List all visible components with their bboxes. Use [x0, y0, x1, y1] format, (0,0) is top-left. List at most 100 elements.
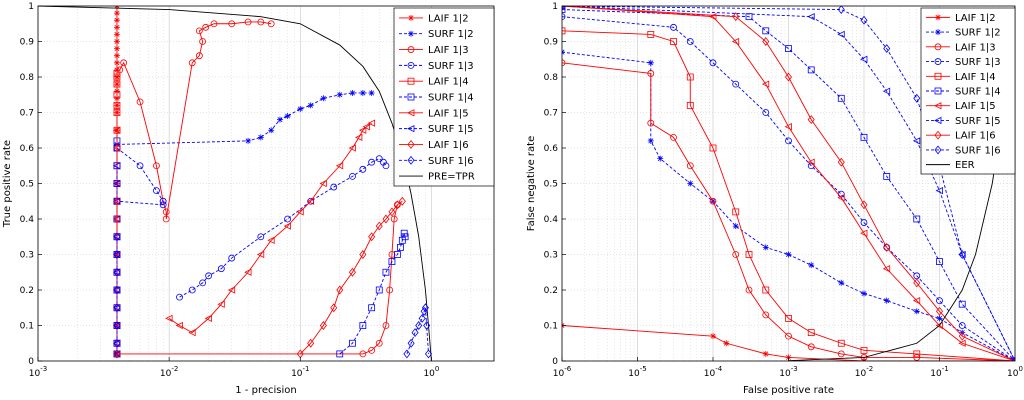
- series-laif-1-2-marker: [113, 10, 120, 17]
- legend-entry-laif-1-6: LAIF 1|6: [926, 131, 996, 142]
- x-tick-base: 10: [930, 369, 942, 379]
- series-surf-1-5-marker: [882, 87, 891, 95]
- series-laif-1-4-marker: [785, 314, 792, 322]
- series-surf-1-6-line: [562, 6, 1015, 361]
- legend-label: SURF 1|6: [955, 145, 1001, 156]
- series-laif-1-6-marker: [837, 157, 845, 167]
- series-laif-1-5-marker: [958, 339, 966, 347]
- series-segment-5: [403, 303, 433, 359]
- x-tick-base: 10: [628, 369, 640, 379]
- series-surf-1-6-marker: [113, 267, 121, 277]
- legend-marker: [935, 29, 941, 36]
- series-laif-1-3-marker: [199, 38, 207, 45]
- series-laif-1-6-marker: [958, 331, 966, 341]
- legend: LAIF 1|2 SURF 1|2 LAIF 1|3 SURF 1|3 LAIF 1|4…: [393, 7, 495, 187]
- x-tick-exponent: -6: [564, 365, 572, 373]
- x-tick-label: 10-4: [704, 365, 723, 379]
- series-surf-1-3-marker: [159, 197, 167, 205]
- legend-entry-laif-1-3: LAIF 1|3: [926, 42, 996, 53]
- legend-marker: [408, 30, 414, 37]
- legend-label: LAIF 1|2: [428, 13, 469, 24]
- series-surf-1-4-marker: [762, 27, 770, 35]
- series-surf-1-3-line: [116, 147, 164, 206]
- series-segment-1: [113, 201, 401, 358]
- legend-marker: [407, 140, 415, 149]
- series-surf-1-3-marker: [732, 80, 740, 88]
- series-surf-1-4-marker: [562, 6, 566, 13]
- series-laif-1-3-marker: [647, 70, 655, 77]
- x-tick-exponent: 0: [1018, 365, 1022, 373]
- series-segment-4-marker: [368, 304, 376, 312]
- series-laif-1-3-marker: [244, 18, 252, 26]
- series-surf-1-2-marker: [657, 155, 664, 162]
- series-laif-1-6-marker: [784, 72, 793, 82]
- series-surf-1-5-marker: [935, 186, 943, 195]
- series-laif-1-4-marker: [860, 346, 868, 354]
- series-laif-1-3-marker: [195, 27, 203, 35]
- series-segment-2-line: [179, 158, 387, 298]
- series-laif-1-4-marker: [670, 38, 677, 45]
- series-laif-1-3-marker: [732, 251, 740, 258]
- series-laif-1-5-marker: [731, 37, 740, 46]
- chart-right-det: 10-6 10-5 10-4 10-3 10-2 10-1 10000.10.20.30.4…: [526, 2, 1023, 396]
- series-laif-1-2-marker: [113, 59, 120, 66]
- legend-entry-pre-tpr: PRE=TPR: [399, 172, 475, 183]
- series-segment-5-marker: [418, 313, 426, 323]
- legend-entry-laif-1-3: LAIF 1|3: [399, 45, 469, 56]
- x-tick-label: 10-6: [553, 365, 572, 379]
- series-surf-1-2-marker: [276, 116, 283, 123]
- series-laif-1-3-marker: [837, 350, 845, 358]
- series-surf-1-2-marker: [762, 244, 769, 251]
- legend-marker: [407, 93, 415, 101]
- series-surf-1-6-marker: [113, 250, 121, 259]
- series-laif-1-3-marker: [162, 215, 170, 223]
- series-surf-1-2-marker: [785, 251, 792, 258]
- series-laif-1-6-marker: [732, 12, 740, 22]
- x-tick-exponent: -3: [791, 365, 798, 373]
- series-laif-1-5-marker: [113, 126, 121, 134]
- series-surf-1-2-marker: [284, 113, 291, 120]
- series-segment-2-marker: [205, 272, 213, 280]
- legend-label: LAIF 1|5: [955, 101, 996, 112]
- series-segment-1-marker: [390, 215, 398, 223]
- y-tick-label: 0.3: [544, 251, 558, 261]
- legend-entry-eer: EER: [926, 160, 975, 171]
- series-surf-1-5-marker: [912, 137, 921, 145]
- y-tick-label: 0.8: [544, 73, 559, 83]
- series-segment-3-marker: [393, 200, 401, 210]
- series-laif-1-6-marker: [913, 278, 921, 288]
- series-laif-1-4-marker: [709, 144, 717, 152]
- series-segment-6-marker: [319, 179, 327, 188]
- x-tick-exponent: -1: [942, 365, 949, 373]
- series-segment-4-marker: [400, 229, 408, 237]
- series-laif-1-6-marker: [883, 242, 891, 252]
- series-surf-1-6-marker: [113, 303, 121, 313]
- series-laif-1-3: [562, 59, 1015, 361]
- y-axis: 0 0.1 0.2 0.3 0.4 0.5 0.6 0.7 0.8 0.9 1: [544, 2, 566, 367]
- series-segment-3-marker: [359, 250, 367, 259]
- x-tick-label: 10-1: [291, 365, 309, 379]
- series-segment-6-marker: [175, 321, 183, 330]
- x-tick-exponent: 0: [435, 365, 439, 373]
- legend-entry-laif-1-4: LAIF 1|4: [399, 77, 469, 88]
- series-surf-1-6: [113, 232, 121, 359]
- series-segment-6-marker: [335, 162, 344, 170]
- legend-label: SURF 1|5: [955, 116, 1001, 127]
- y-tick-label: 0: [552, 357, 558, 367]
- series-segment-4-marker: [359, 322, 367, 329]
- series-segment-2-marker: [382, 162, 390, 170]
- legend-marker: [934, 130, 942, 140]
- legend-marker: [407, 77, 415, 85]
- series-surf-1-2-marker: [359, 89, 366, 96]
- series-segment-6-marker: [367, 119, 376, 127]
- series-segment-1-marker: [375, 339, 383, 347]
- legend-label: LAIF 1|3: [428, 45, 469, 56]
- x-tick-exponent: -3: [40, 365, 47, 373]
- series-segment-3-marker: [307, 338, 315, 348]
- series-laif-1-4-marker: [113, 80, 121, 88]
- series-laif-1-2-marker: [113, 24, 120, 31]
- series-laif-1-6-marker: [935, 306, 944, 316]
- x-tick-base: 10: [160, 369, 172, 379]
- series-surf-1-2-marker: [307, 102, 314, 109]
- series-laif-1-2-marker: [113, 52, 120, 59]
